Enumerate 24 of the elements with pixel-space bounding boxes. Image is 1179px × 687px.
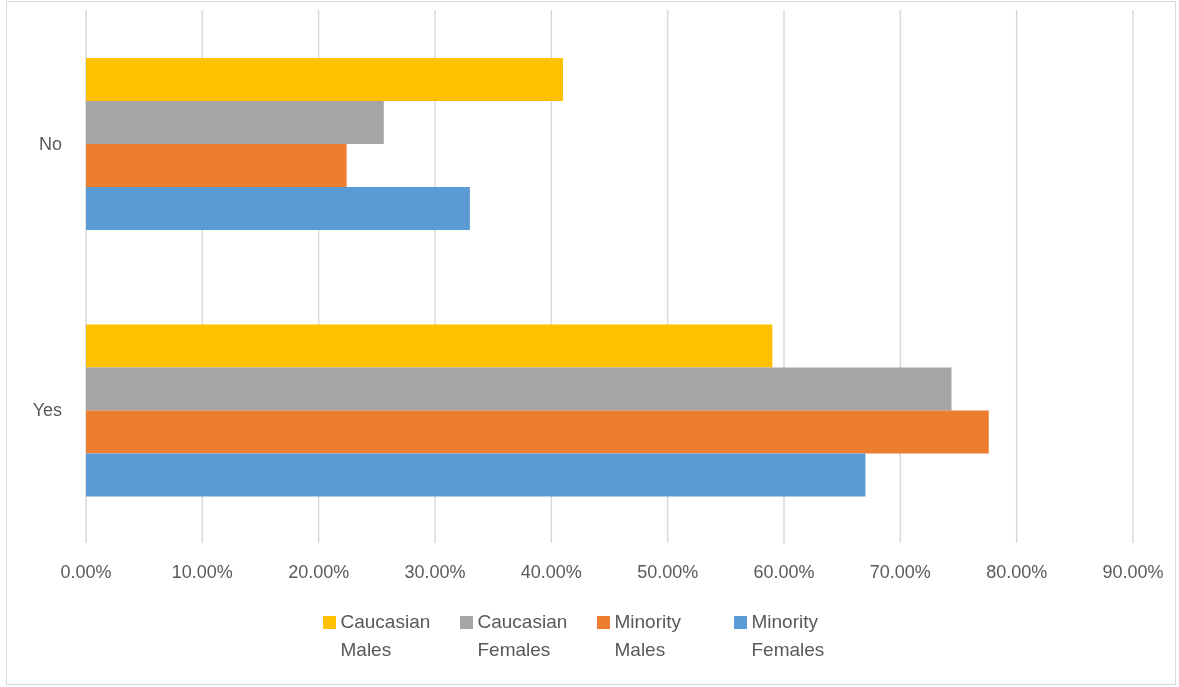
- y-tick-label: Yes: [32, 400, 62, 421]
- x-tick-label: 40.00%: [520, 561, 582, 582]
- x-tick-label: 20.00%: [288, 561, 350, 582]
- legend-label: Caucasian Females: [477, 610, 569, 662]
- bar: [86, 143, 347, 187]
- bar: [86, 410, 989, 454]
- y-tick-label: No: [38, 133, 62, 154]
- legend-label: Minority Females: [751, 610, 826, 662]
- x-tick-label: 90.00%: [1102, 561, 1164, 582]
- x-tick-label: 0.00%: [60, 561, 112, 582]
- x-tick-label: 60.00%: [753, 561, 815, 582]
- bar: [86, 453, 866, 497]
- bar: [86, 367, 952, 411]
- x-tick-label: 50.00%: [637, 561, 699, 582]
- x-tick-label: 70.00%: [869, 561, 931, 582]
- x-tick-label: 80.00%: [986, 561, 1048, 582]
- legend-label: Minority Males: [614, 610, 682, 662]
- legend-label: Caucasian Males: [340, 610, 432, 662]
- bar: [86, 324, 773, 368]
- x-tick-label: 30.00%: [404, 561, 466, 582]
- bar: [86, 186, 470, 230]
- bar: [86, 57, 563, 101]
- x-tick-label: 10.00%: [171, 561, 233, 582]
- bar: [86, 100, 384, 144]
